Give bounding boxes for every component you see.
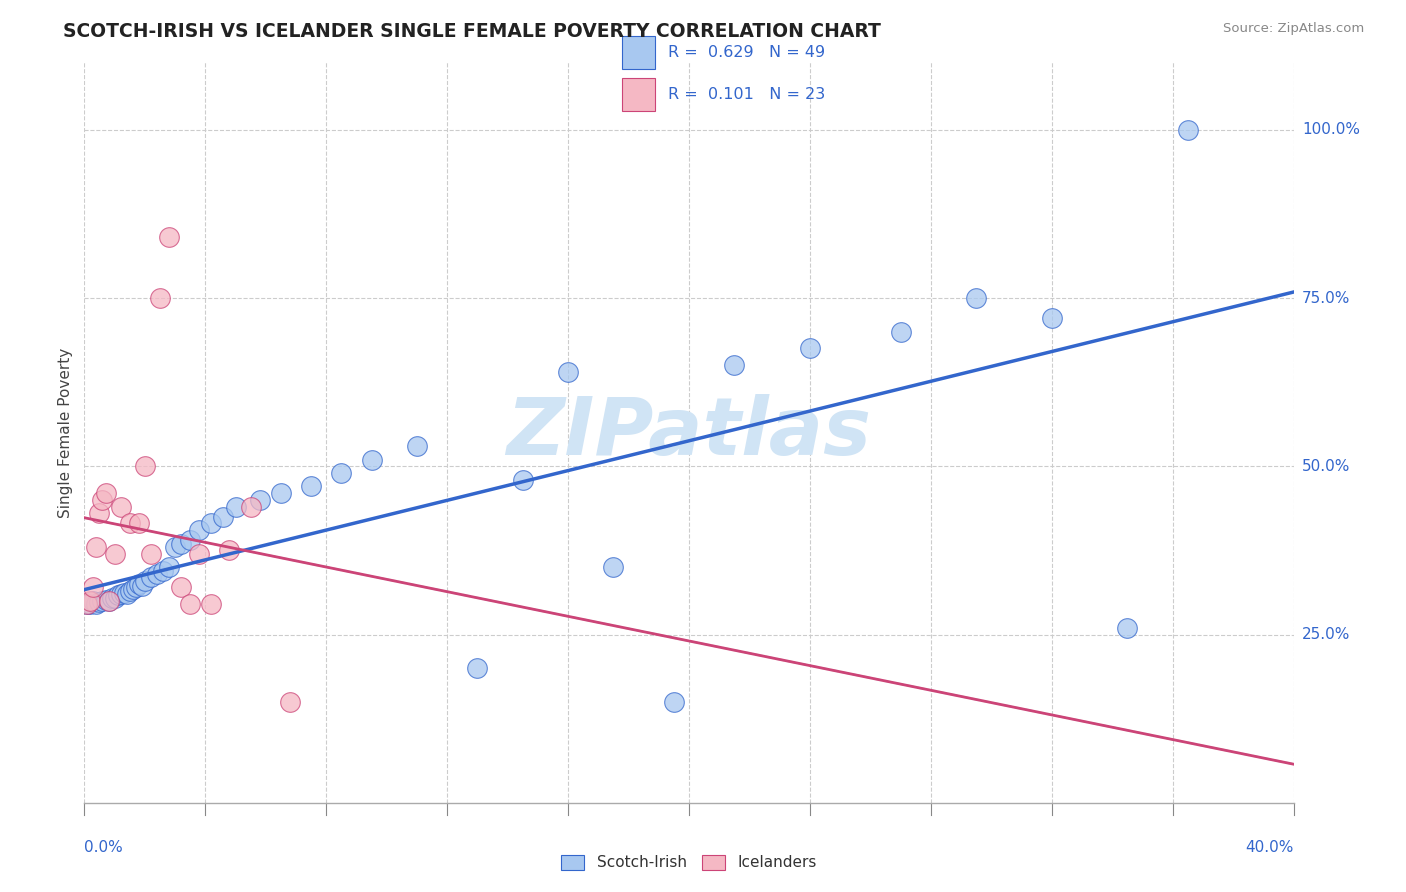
Point [170, 536, 193, 550]
Point [188, 547, 211, 561]
Point [1177, 122, 1199, 136]
Point [225, 500, 247, 514]
Point [299, 479, 322, 493]
Point [91, 492, 114, 507]
Text: 50.0%: 50.0% [1302, 458, 1350, 474]
Point [89, 507, 111, 521]
Point [97, 594, 120, 608]
Point [76, 597, 98, 611]
Point [165, 540, 187, 554]
Point [97, 594, 120, 608]
Point [76, 597, 98, 611]
Point [188, 523, 211, 537]
Point [104, 591, 127, 605]
Point [107, 589, 129, 603]
Text: 40.0%: 40.0% [1246, 840, 1294, 855]
Point [157, 230, 180, 244]
Point [115, 587, 138, 601]
Point [406, 439, 429, 453]
Point [170, 581, 193, 595]
Point [218, 543, 240, 558]
Point [79, 597, 101, 611]
Point [110, 587, 132, 601]
Point [146, 566, 169, 581]
Point [179, 533, 201, 548]
Point [86, 540, 108, 554]
Point [270, 486, 292, 500]
Bar [621, 78, 655, 111]
Point [799, 342, 821, 356]
Point [131, 579, 153, 593]
Point [134, 574, 156, 588]
Point [200, 597, 222, 611]
Text: 100.0%: 100.0% [1302, 122, 1360, 137]
Point [82, 594, 104, 608]
Point [662, 695, 685, 709]
Text: SCOTCH-IRISH VS ICELANDER SINGLE FEMALE POVERTY CORRELATION CHART: SCOTCH-IRISH VS ICELANDER SINGLE FEMALE … [63, 22, 882, 41]
Point [512, 473, 534, 487]
Point [1116, 621, 1139, 635]
Text: 25.0%: 25.0% [1302, 627, 1350, 642]
Y-axis label: Single Female Poverty: Single Female Poverty [58, 348, 73, 517]
Point [602, 560, 624, 574]
Point [249, 492, 271, 507]
Point [360, 452, 382, 467]
Point [212, 509, 235, 524]
Text: R =  0.101   N = 23: R = 0.101 N = 23 [668, 87, 825, 103]
Point [467, 661, 489, 675]
Point [152, 564, 174, 578]
Point [89, 595, 111, 609]
Point [723, 359, 745, 373]
Point [890, 325, 912, 339]
Point [121, 582, 143, 596]
Text: R =  0.629   N = 49: R = 0.629 N = 49 [668, 45, 825, 60]
Point [200, 516, 222, 531]
Point [965, 291, 987, 305]
Point [125, 581, 148, 595]
Point [94, 592, 117, 607]
Point [157, 560, 180, 574]
Bar [621, 36, 655, 69]
Point [239, 500, 262, 514]
Point [179, 597, 201, 611]
Point [134, 459, 156, 474]
Text: ZIPatlas: ZIPatlas [506, 393, 872, 472]
Point [110, 500, 132, 514]
Point [79, 594, 101, 608]
Point [86, 597, 108, 611]
Legend: Scotch-Irish, Icelanders: Scotch-Irish, Icelanders [555, 848, 823, 877]
Point [104, 547, 127, 561]
Point [557, 365, 579, 379]
Point [118, 583, 141, 598]
Point [118, 516, 141, 531]
Text: Source: ZipAtlas.com: Source: ZipAtlas.com [1223, 22, 1364, 36]
Point [128, 516, 150, 531]
Point [139, 547, 162, 561]
Point [100, 591, 122, 605]
Text: 75.0%: 75.0% [1302, 291, 1350, 305]
Point [139, 570, 162, 584]
Point [91, 594, 114, 608]
Point [1040, 311, 1063, 326]
Point [149, 291, 172, 305]
Point [82, 581, 104, 595]
Point [278, 695, 301, 709]
Point [112, 586, 135, 600]
Point [94, 486, 117, 500]
Point [128, 577, 150, 591]
Text: 0.0%: 0.0% [84, 840, 124, 855]
Point [330, 466, 353, 480]
